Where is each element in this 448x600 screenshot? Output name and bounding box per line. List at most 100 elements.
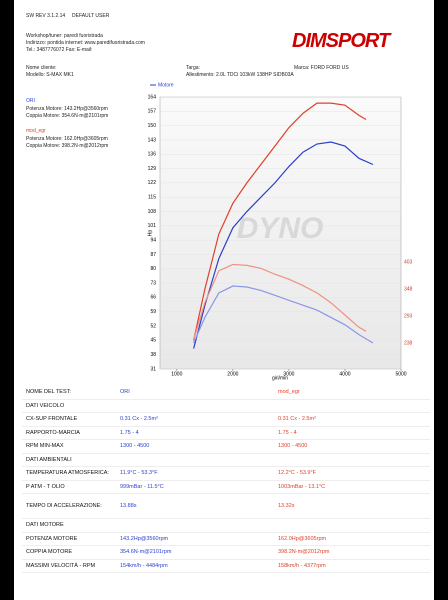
y-tick-label: 59 [150, 309, 156, 315]
table-cell: TEMPO DI ACCELERAZIONE: [22, 493, 116, 519]
watermark: DYNO [237, 212, 324, 245]
y-tick-label: 115 [148, 195, 156, 201]
table-cell: CX-SUP FRONTALE [22, 412, 116, 427]
y-tick-label: 101 [148, 223, 157, 229]
table-cell: DATI AMBIENTALI [22, 453, 116, 467]
software: SW REV 3.1.2.14 [26, 13, 66, 19]
table-row: DATI AMBIENTALI [22, 453, 430, 467]
table-cell: DATI VEICOLO [22, 399, 116, 413]
table-row: RPM MIN-MAX 1300 - 4500 1300 - 4500 [22, 439, 430, 454]
y-tick-label: 73 [150, 280, 156, 286]
table-cell: 1003mBar - 13.1°C [274, 480, 430, 494]
logo: DIMSPORT [292, 30, 390, 52]
table-row: MASSIMI VELOCITÀ - RPM 154km/h - 4484rpm 1… [22, 559, 430, 573]
y2-tick-label: 348 [404, 286, 413, 292]
table-row: CX-SUP FRONTALE 0.31 Cx - 2.5m² 0.31 Cx - … [22, 412, 430, 427]
y-tick-label: 143 [148, 137, 157, 143]
x-axis-label: giri/min [272, 375, 288, 381]
model: Modello: S-MAX MK1 [26, 72, 74, 78]
table-cell: 1.75 - 4 [116, 426, 274, 440]
table-cell: 162.0Hp@3605rpm [274, 532, 430, 546]
legend-label: Motore [158, 82, 174, 88]
y-tick-label: 45 [150, 338, 156, 344]
y-tick-label: 31 [150, 366, 156, 372]
table-row: COPPIA MOTORE 354.6N·m@2101rpm 398.2N·m@20… [22, 545, 430, 560]
table-row: NOME DEL TEST: ORI mod_egr [22, 386, 430, 400]
user: DEFAULT USER [72, 13, 110, 19]
table-cell: RPM MIN-MAX [22, 439, 116, 454]
series-line [193, 141, 374, 349]
workshop: Workshop/tuner: paredi fuoristrada [26, 33, 103, 39]
table-cell: DATI MOTORE [22, 518, 116, 533]
table-cell: 354.6N·m@2101rpm [116, 545, 274, 560]
table-cell: 0.31 Cx - 2.5m² [116, 412, 274, 427]
test-table: NOME DEL TEST: ORI mod_egr DATI VEICOLO CX-S… [22, 386, 430, 573]
table-cell: 13.32s [274, 493, 430, 519]
y-tick-label: 52 [150, 323, 156, 329]
table-cell: 154km/h - 4484rpm [116, 559, 274, 573]
table-row: POTENZA MOTORE 143.2Hp@3560rpm 162.0Hp@360… [22, 532, 430, 546]
table-cell: 158km/h - 4377rpm [274, 559, 430, 573]
table-cell [274, 399, 430, 413]
y-tick-label: 66 [150, 295, 156, 301]
phone: Tel.: 3487776072 Fax: E-mail: [26, 47, 93, 53]
y2-tick-label: 403 [404, 259, 413, 265]
brand: Marca: FORD FORD US [294, 65, 349, 71]
y-tick-label: 108 [148, 209, 157, 215]
result-torque: Coppia Motore: 354.6N·m@2101rpm [26, 113, 109, 119]
table-cell: 13.88s [116, 493, 274, 519]
x-tick-label: 1000 [171, 371, 182, 377]
table-cell: RAPPORTO-MARCIA [22, 426, 116, 440]
table-cell: mod_egr [274, 386, 430, 400]
y-tick-label: 94 [150, 237, 156, 243]
series-line [193, 102, 367, 341]
y-tick-label: 136 [148, 152, 157, 158]
x-tick-label: 5000 [395, 371, 406, 377]
result-power: Potenza Motore: 143.2Hp@3560rpm [26, 106, 108, 112]
result-power: Potenza Motore: 162.0Hp@3605rpm [26, 136, 108, 142]
table-cell [116, 453, 274, 467]
table-cell: TEMPERATURA ATMOSFERICA: [22, 466, 116, 481]
client: Nome cliente: [26, 65, 57, 71]
table-cell: P ATM - T OLIO [22, 480, 116, 494]
table-cell: 999mBar - 11.5°C [116, 480, 274, 494]
table-row: DATI MOTORE [22, 518, 430, 533]
x-tick-label: 2000 [227, 371, 238, 377]
series-line [193, 285, 374, 344]
table-cell: 12.2°C - 53.9°F [274, 466, 430, 481]
table-cell: 398.2N·m@2012rpm [274, 545, 430, 560]
address: Indirizzo: pontida internet: www.paredif… [26, 40, 145, 46]
y-tick-label: 80 [150, 266, 156, 272]
result-torque: Coppia Motore: 398.2N·m@2012rpm [26, 143, 109, 149]
table-cell: 1300 - 4500 [116, 439, 274, 454]
y-axis-label: Hp [147, 230, 153, 237]
table-cell: MASSIMI VELOCITÀ - RPM [22, 559, 116, 573]
table-cell: 143.2Hp@3560rpm [116, 532, 274, 546]
plate: Targa: [186, 65, 200, 71]
report: SW REV 3.1.2.14 DEFAULT USER Workshop/tu… [14, 0, 434, 600]
table-cell: NOME DEL TEST: [22, 386, 116, 400]
y-tick-label: 150 [148, 123, 157, 129]
table-cell: POTENZA MOTORE [22, 532, 116, 546]
table-cell: 1.75 - 4 [274, 426, 430, 440]
chart: DYNO Motore Hp giri/min 31 38 45 52 59 66 73 80… [147, 82, 413, 381]
y2-tick-label: 293 [404, 313, 413, 319]
table-cell: COPPIA MOTORE [22, 545, 116, 560]
y2-tick-label: 238 [404, 340, 413, 346]
table-row: TEMPO DI ACCELERAZIONE: 13.88s 13.32s [22, 493, 430, 519]
y-tick-label: 38 [150, 352, 156, 358]
table-cell: 1300 - 4500 [274, 439, 430, 454]
table-cell: ORI [116, 386, 274, 400]
table-cell: 0.31 Cx - 2.5m² [274, 412, 430, 427]
result-title: ORI [26, 98, 35, 104]
x-tick-label: 3000 [283, 371, 294, 377]
y-tick-label: 157 [148, 109, 157, 115]
table-cell [116, 399, 274, 413]
table-cell: 11.9°C - 53.3°F [116, 466, 274, 481]
table-cell [274, 453, 430, 467]
y-tick-label: 87 [150, 252, 156, 258]
table-cell [274, 518, 430, 533]
table-row: TEMPERATURA ATMOSFERICA: 11.9°C - 53.3°F 1… [22, 466, 430, 481]
result-title: mod_egr [26, 128, 46, 134]
